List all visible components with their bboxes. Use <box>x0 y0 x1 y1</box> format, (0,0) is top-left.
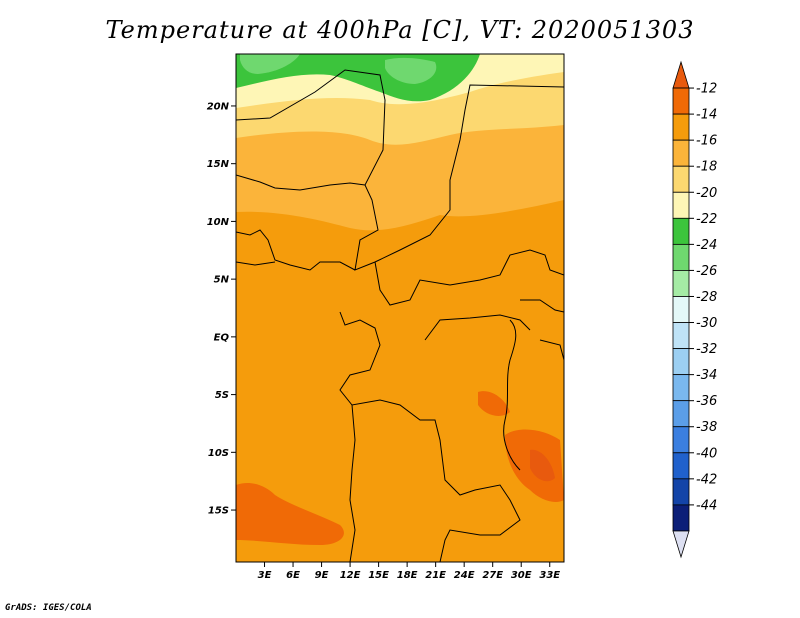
colorbar-label: -42 <box>696 472 717 487</box>
colorbar-label: -18 <box>696 160 717 175</box>
grads-credit: GrADS: IGES/COLA <box>5 603 92 613</box>
colorbar-label: -30 <box>696 316 717 331</box>
colorbar-swatch <box>672 139 690 167</box>
colorbar-swatch <box>672 452 690 480</box>
lat-tick-label: EQ <box>214 332 230 343</box>
lat-tick-label: 20N <box>207 101 230 112</box>
colorbar-label: -38 <box>696 420 717 435</box>
lat-tick-label: 15N <box>207 159 230 170</box>
lon-tick-label: 15E <box>368 570 389 581</box>
colorbar-swatch <box>672 426 690 454</box>
colorbar-label: -36 <box>696 394 717 409</box>
country-boundaries <box>236 69 564 562</box>
colorbar-swatch <box>672 243 690 271</box>
lat-tick-label: 10S <box>208 448 229 459</box>
colorbar-swatch <box>672 191 690 219</box>
lon-tick-label: 30E <box>511 570 532 581</box>
colorbar-swatch <box>672 478 690 506</box>
lat-tick-label: 15S <box>208 506 229 517</box>
lat-tick-label: 5N <box>214 275 230 286</box>
lon-tick-label: 12E <box>340 570 361 581</box>
colorbar-label: -32 <box>696 342 717 357</box>
colorbar-label: -34 <box>696 368 717 383</box>
colorbar-label: -44 <box>696 498 717 513</box>
lon-tick-label: 6E <box>286 570 300 581</box>
colorbar-swatch <box>672 165 690 193</box>
colorbar-label: -40 <box>696 446 717 461</box>
colorbar-label: -12 <box>696 82 717 97</box>
colorbar-swatch <box>672 374 690 402</box>
latitude-axis: 20N 15N 10N 5N EQ 5S 10S 15S <box>207 101 236 517</box>
lon-tick-label: 24E <box>454 570 475 581</box>
chart-title: Temperature at 400hPa [C], VT: 202005130… <box>105 16 695 44</box>
lat-tick-label: 5S <box>215 390 229 401</box>
colorbar-swatch <box>672 87 690 115</box>
colorbar-swatch <box>672 400 690 428</box>
colorbar-label: -22 <box>696 212 717 227</box>
colorbar-label: -24 <box>696 238 717 253</box>
colorbar-label: -26 <box>696 264 717 279</box>
colorbar-swatch <box>672 504 690 532</box>
colorbar-swatch <box>672 217 690 245</box>
colorbar-label: -14 <box>696 108 717 123</box>
lon-tick-label: 9E <box>315 570 329 581</box>
lon-tick-label: 3E <box>258 570 272 581</box>
lon-tick-label: 33E <box>539 570 560 581</box>
colorbar-label: -16 <box>696 134 717 149</box>
colorbar-swatch <box>672 60 690 89</box>
colorbar-swatch <box>672 296 690 323</box>
longitude-axis: 3E 6E 9E 12E 15E 18E 21E 24E 27E 30E 33E <box>258 562 560 581</box>
lon-tick-label: 27E <box>482 570 503 581</box>
colorbar: -12 -14 -16 -18 -20 -22 -24 -26 -28 -30 -32 -34 -36 -… <box>672 60 717 559</box>
colorbar-swatch <box>672 270 690 297</box>
lon-tick-label: 18E <box>397 570 418 581</box>
colorbar-label: -20 <box>696 186 717 201</box>
temperature-field <box>236 54 564 562</box>
lat-tick-label: 10N <box>207 217 230 228</box>
colorbar-swatch <box>672 322 690 349</box>
colorbar-swatch <box>672 113 690 141</box>
lon-tick-label: 21E <box>425 570 446 581</box>
colorbar-swatch <box>672 348 690 376</box>
colorbar-label: -28 <box>696 290 717 305</box>
colorbar-swatch <box>672 530 690 559</box>
map-frame <box>235 53 565 563</box>
